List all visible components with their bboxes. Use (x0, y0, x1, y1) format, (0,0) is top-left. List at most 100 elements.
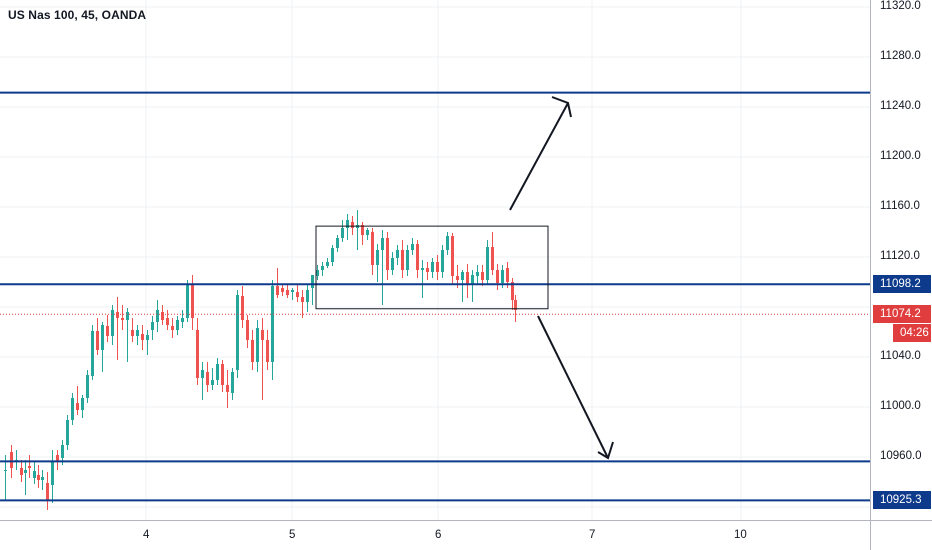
candle-body (321, 266, 324, 270)
candle-body (111, 310, 114, 336)
candle-body (28, 466, 31, 468)
symbol-title: US Nas 100, 45, OANDA (8, 8, 147, 22)
candle-body (341, 228, 344, 238)
candle-body (431, 262, 434, 272)
current-price-badge: 11074.2 (873, 305, 931, 324)
candle-body (386, 238, 389, 270)
candle-body (276, 286, 279, 295)
candle-body (171, 326, 174, 330)
candle-body (406, 250, 409, 270)
candle-body (236, 295, 239, 370)
level-badge-lower: 10925.3 (873, 491, 931, 510)
candle-body (491, 247, 494, 270)
price-tick-label: 11280.0 (880, 50, 921, 62)
candle-body (411, 244, 414, 250)
candle-body (221, 364, 224, 385)
price-tick-label: 11240.0 (880, 100, 921, 112)
price-tick-label: 11160.0 (880, 200, 920, 212)
candle-body (246, 320, 249, 340)
candle-body (196, 330, 199, 378)
candle-body (86, 375, 89, 398)
candle-body (241, 296, 244, 320)
candle-body (391, 258, 394, 270)
candle-body (376, 250, 379, 265)
candle-body (106, 326, 109, 336)
price-tick-label: 10960.0 (880, 450, 922, 462)
candle-body (496, 270, 499, 283)
candle-body (4, 470, 7, 471)
candle-body (121, 318, 124, 320)
candle-body (451, 236, 454, 276)
candle-body (181, 318, 184, 322)
candle-body (506, 268, 509, 282)
candle-body (101, 325, 104, 350)
price-tick-label: 11040.0 (880, 350, 921, 362)
candle-body (401, 250, 404, 270)
candle-body (146, 335, 149, 340)
candle-body (91, 331, 94, 376)
candle-body (156, 310, 159, 322)
candle-body (56, 455, 59, 462)
candle-body (51, 462, 54, 485)
breakdown-arrowhead (597, 441, 614, 460)
time-tick-label: 5 (289, 529, 296, 541)
candle-body (226, 385, 229, 392)
time-tick-label: 6 (435, 529, 442, 541)
candle-body (261, 330, 264, 340)
candle-body (256, 328, 259, 362)
candle-body (446, 236, 449, 250)
candle-body (456, 276, 459, 280)
candle-body (286, 290, 289, 295)
candle-body (41, 477, 44, 480)
candle-body (251, 340, 254, 362)
candle-body (514, 300, 517, 310)
candle-body (24, 470, 27, 473)
candle-body (466, 272, 469, 285)
chart-canvas[interactable] (0, 0, 870, 520)
candle-body (296, 292, 299, 297)
candle-body (33, 471, 36, 478)
candle-body (291, 290, 294, 292)
candle-body (486, 247, 489, 280)
candle-body (271, 286, 274, 362)
candle-body (186, 285, 189, 318)
scale-corner (870, 520, 932, 550)
candle-body (281, 288, 284, 292)
time-scale[interactable]: 4 5 6 7 10 (0, 520, 870, 550)
breakdown-arrow (537, 315, 609, 459)
candle-body (136, 330, 139, 336)
candle-body (361, 225, 364, 235)
candle-body (216, 364, 219, 380)
candle-body (436, 262, 439, 272)
candle-body (301, 297, 304, 302)
candle-body (311, 275, 314, 288)
time-tick-label: 4 (143, 529, 150, 541)
candle-body (46, 483, 49, 501)
price-scale[interactable]: 11320.0 11280.0 11240.0 11200.0 11160.0 11120… (870, 0, 932, 520)
level-badge-upper: 11098.2 (873, 275, 931, 294)
candle-body (20, 468, 23, 475)
bar-countdown: 04:26 (893, 324, 931, 343)
candle-body (76, 403, 79, 410)
candle-body (381, 238, 384, 250)
price-tick-label: 11000.0 (880, 400, 921, 412)
candle-body (481, 272, 484, 280)
candle-body (351, 222, 354, 228)
candle-body (201, 370, 204, 378)
candle-body (511, 282, 514, 300)
candle-body (326, 262, 329, 266)
price-tick-label: 11120.0 (880, 250, 920, 262)
candle-body (346, 220, 349, 228)
candle-body (66, 420, 69, 445)
chart-area[interactable]: US Nas 100, 45, OANDA (0, 0, 870, 520)
candle-body (476, 272, 479, 276)
candle-body (141, 334, 144, 340)
candle-body (421, 268, 424, 270)
candle-body (71, 398, 74, 420)
candle-body (161, 312, 164, 320)
candle-body (126, 312, 129, 320)
candle-body (416, 244, 419, 270)
candle-body (471, 275, 474, 285)
candle-body (366, 230, 369, 235)
candle-body (206, 372, 209, 385)
